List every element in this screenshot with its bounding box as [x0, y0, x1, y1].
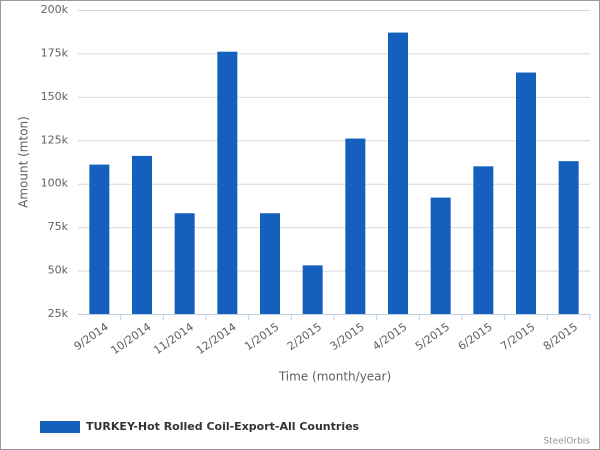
- credit: SteelOrbis: [543, 437, 590, 447]
- y-tick-label: 175k: [41, 46, 69, 59]
- y-tick-label: 100k: [41, 177, 69, 190]
- legend-swatch: [40, 421, 80, 433]
- bar: [174, 213, 195, 314]
- bar: [302, 265, 323, 314]
- bar: [132, 155, 152, 314]
- bar: [388, 32, 408, 314]
- bar: [89, 164, 110, 314]
- bar: [217, 51, 238, 314]
- y-tick-label: 125k: [41, 133, 69, 146]
- y-tick-label: 25k: [48, 307, 69, 320]
- bar: [473, 166, 494, 314]
- bar: [260, 213, 280, 314]
- y-tick-label: 50k: [48, 264, 69, 277]
- bar: [558, 161, 579, 314]
- bar: [430, 197, 451, 314]
- y-tick-label: 75k: [48, 220, 69, 233]
- legend-label: TURKEY-Hot Rolled Coil-Export-All Countr…: [86, 420, 360, 433]
- x-axis-label: Time (month/year): [278, 370, 391, 384]
- bar: [516, 72, 536, 314]
- y-tick-label: 200k: [41, 3, 69, 16]
- y-tick-label: 150k: [41, 90, 69, 103]
- y-axis-label: Amount (mton): [17, 116, 31, 208]
- bar: [345, 138, 366, 314]
